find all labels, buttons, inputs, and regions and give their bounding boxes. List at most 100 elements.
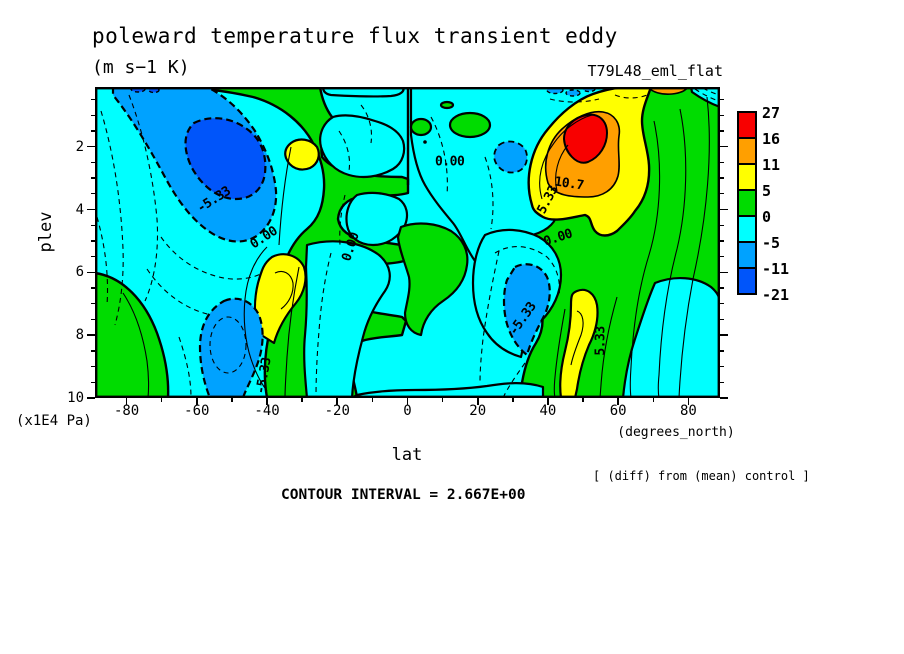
x-major-tick [336, 398, 339, 405]
y-minor-tick [720, 177, 724, 179]
y-minor-tick [91, 381, 95, 383]
x-tick-label: 20 [469, 403, 487, 419]
y-tick-label: 6 [75, 264, 84, 281]
x-tick-label: -80 [113, 403, 140, 419]
y-major-tick [87, 208, 95, 211]
x-major-tick [617, 398, 619, 405]
y-minor-tick [720, 350, 724, 352]
x-major-tick [196, 398, 198, 405]
colorbar-label: 5 [762, 182, 772, 200]
y-minor-tick [91, 303, 95, 305]
y-minor-tick [91, 240, 95, 242]
contour-field [95, 87, 720, 398]
x-major-tick [687, 398, 690, 405]
y-tick-label: 4 [75, 201, 84, 218]
y-minor-tick [91, 177, 95, 179]
x-minor-tick [582, 398, 584, 402]
y-minor-tick [91, 318, 95, 321]
colorbar-label: -21 [762, 286, 790, 304]
y-major-tick [720, 397, 728, 399]
y-tick-label: 10 [67, 390, 84, 406]
y-major-tick [87, 271, 95, 274]
x-tick-label: -60 [184, 403, 210, 419]
y-minor-tick [91, 98, 95, 101]
y-minor-tick [720, 98, 724, 101]
plot-title: poleward temperature flux transient eddy [92, 24, 618, 48]
y-minor-tick [720, 224, 724, 226]
y-minor-tick [720, 365, 724, 368]
y-minor-tick [91, 224, 95, 226]
y-minor-tick [720, 193, 724, 195]
x-major-tick [547, 398, 549, 405]
x-tick-label: -20 [324, 403, 350, 419]
y-major-tick [720, 208, 728, 211]
y-minor-tick [720, 161, 724, 164]
x-tick-label: 40 [539, 403, 557, 419]
x-minor-tick [512, 398, 514, 402]
colorbar-cell [739, 165, 755, 191]
y-minor-tick [91, 130, 95, 132]
difference-note: [ (diff) from (mean) control ] [593, 469, 810, 483]
x-minor-tick [301, 398, 303, 402]
y-minor-tick [720, 255, 724, 258]
colorbar-label: 0 [762, 208, 772, 226]
y-minor-tick [720, 381, 724, 383]
colorbar-cell [739, 217, 755, 243]
x-major-tick [406, 398, 409, 405]
y-minor-tick [91, 161, 95, 164]
contour-plot [95, 87, 720, 398]
y-minor-tick [91, 365, 95, 368]
colorbar-cell [739, 243, 755, 269]
y-minor-tick [91, 350, 95, 352]
y-major-tick [87, 397, 95, 399]
y-tick-label: 2 [75, 138, 84, 155]
x-minor-tick [371, 398, 374, 402]
x-minor-tick [652, 398, 654, 402]
y-major-tick [87, 145, 95, 148]
x-tick-label: -40 [254, 403, 280, 419]
x-minor-tick [231, 398, 233, 402]
colorbar-label: 27 [762, 104, 781, 122]
colorbar-label: -11 [762, 260, 790, 278]
y-major-tick [720, 334, 728, 336]
y-minor-tick [720, 318, 724, 321]
colorbar-cell [739, 139, 755, 165]
colorbar-cell [739, 113, 755, 139]
y-minor-tick [720, 130, 724, 132]
x-major-tick [125, 398, 128, 405]
x-tick-label: 0 [403, 403, 412, 419]
x-tick-label: 60 [609, 403, 627, 419]
colorbar-cell [739, 191, 755, 217]
x-minor-tick [441, 398, 444, 402]
y-minor-tick [720, 114, 724, 116]
x-major-tick [266, 398, 268, 405]
colorbar-label: 11 [762, 156, 781, 174]
experiment-label: T79L48_eml_flat [587, 62, 723, 80]
y-minor-tick [91, 255, 95, 258]
y-major-tick [87, 334, 95, 336]
x-major-tick [476, 398, 479, 405]
y-tick-label: 8 [75, 327, 84, 344]
contour-label: 5.33 [593, 326, 609, 357]
x-axis-label: lat [391, 445, 423, 465]
y-axis-units: (x1E4 Pa) [16, 413, 92, 429]
y-axis-label: plev [36, 211, 56, 253]
x-minor-tick [161, 398, 163, 402]
x-tick-label: 80 [679, 403, 697, 419]
colorbar-cell [739, 269, 755, 293]
contour-label: 0.00 [434, 154, 465, 170]
y-major-tick [720, 145, 728, 148]
y-minor-tick [720, 287, 724, 289]
y-minor-tick [720, 303, 724, 305]
y-minor-tick [720, 240, 724, 242]
colorbar [737, 111, 757, 295]
y-minor-tick [91, 287, 95, 289]
plot-units: (m s−1 K) [92, 57, 190, 78]
x-axis-units: (degrees_north) [617, 425, 735, 440]
y-minor-tick [91, 193, 95, 195]
y-minor-tick [91, 114, 95, 116]
contour-interval-text: CONTOUR INTERVAL = 2.667E+00 [281, 487, 526, 503]
colorbar-label: 16 [762, 130, 781, 148]
y-major-tick [720, 271, 728, 274]
